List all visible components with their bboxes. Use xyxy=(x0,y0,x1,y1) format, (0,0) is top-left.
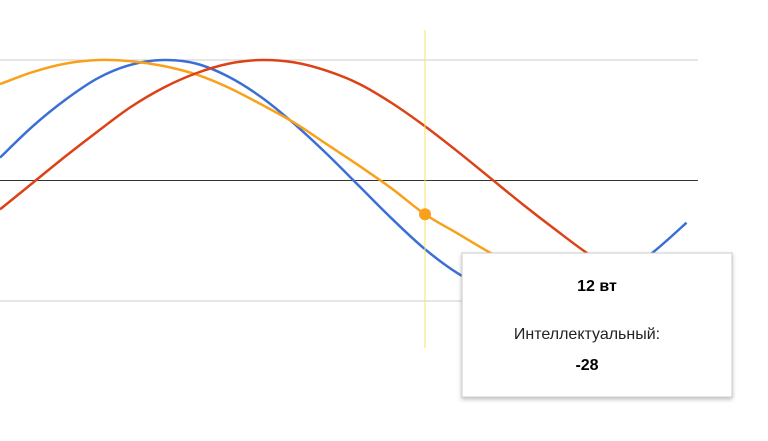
tooltip-value: -28 xyxy=(575,357,598,374)
tooltip-title: 12 вт xyxy=(577,278,617,295)
hover-point xyxy=(419,208,431,221)
tooltip-box xyxy=(461,252,733,398)
tooltip-label: Интеллектуальный: xyxy=(514,326,660,343)
tooltip: 12 вт Интеллектуальный: -28 xyxy=(461,252,733,398)
series-line xyxy=(0,58,687,299)
